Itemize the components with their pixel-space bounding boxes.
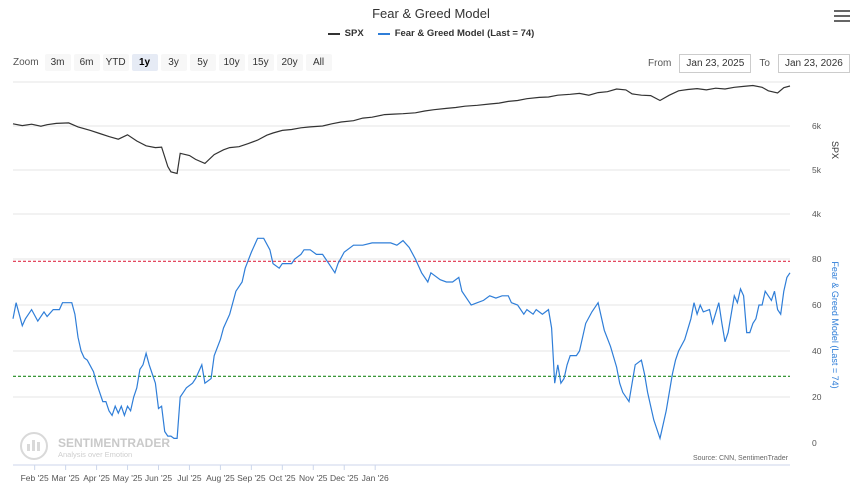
fg-axis-ticks: 0 20 40 60 80 (812, 254, 822, 448)
fear-greed-series-line (12, 237, 791, 441)
fg-axis-title: Fear & Greed Model (Last = 74) (830, 261, 840, 388)
zoom-button-15y[interactable]: 15y (247, 54, 274, 71)
to-date-input[interactable]: Jan 23, 2026 (777, 54, 850, 73)
x-tick-label: Jan '26 (362, 473, 389, 483)
to-label: To (759, 58, 770, 69)
watermark-name: SENTIMENTRADER (58, 436, 170, 450)
zoom-button-ytd[interactable]: YTD (102, 54, 129, 71)
zoom-button-5y[interactable]: 5y (189, 54, 216, 71)
fg-tick-label: 0 (812, 438, 817, 448)
watermark-logo-icon (20, 432, 48, 460)
spx-series-line (12, 84, 791, 175)
legend-swatch-spx (327, 32, 340, 35)
fg-tick-label: 60 (812, 300, 822, 310)
zoom-button-6m[interactable]: 6m (73, 54, 100, 71)
from-label: From (648, 58, 672, 69)
x-tick-label: Aug '25 (206, 473, 235, 483)
chart-title: Fear & Greed Model (372, 6, 490, 21)
x-tick-label: Nov '25 (299, 473, 328, 483)
watermark: SENTIMENTRADER Analysis over Emotion (20, 432, 170, 460)
x-axis-ticks: Feb '25 Mar '25 Apr '25 May '25 Jun '25 Jul '… (21, 465, 389, 483)
fg-gridlines (13, 258, 790, 398)
zoom-button-10y[interactable]: 10y (218, 54, 245, 71)
fg-tick-label: 80 (812, 254, 822, 264)
x-tick-label: Jul '25 (177, 473, 202, 483)
spx-axis-title: SPX (830, 141, 840, 159)
x-tick-label: Apr '25 (83, 473, 110, 483)
fg-tick-label: 40 (812, 346, 822, 356)
x-tick-label: Oct '25 (269, 473, 296, 483)
spx-gridlines (13, 81, 790, 215)
date-range: From Jan 23, 2025 To Jan 23, 2026 (648, 54, 858, 73)
zoom-button-1y[interactable]: 1y (131, 54, 158, 71)
fg-tick-label: 20 (812, 392, 822, 402)
spx-axis-ticks: 4k 5k 6k (812, 121, 822, 219)
from-date-input[interactable]: Jan 23, 2025 (679, 54, 752, 73)
zoom-button-3m[interactable]: 3m (44, 54, 71, 71)
x-tick-label: Dec '25 (330, 473, 359, 483)
spx-tick-label: 4k (812, 209, 822, 219)
legend-swatch-fear-greed (377, 32, 390, 35)
x-tick-label: Feb '25 (21, 473, 49, 483)
zoom-button-20y[interactable]: 20y (276, 54, 303, 71)
zoom-button-3y[interactable]: 3y (160, 54, 187, 71)
legend-item-spx[interactable]: SPX (327, 28, 364, 39)
spx-tick-label: 5k (812, 165, 822, 175)
x-tick-label: Sep '25 (237, 473, 266, 483)
legend-label-fear-greed: Fear & Greed Model (Last = 74) (394, 28, 535, 39)
x-tick-label: May '25 (113, 473, 143, 483)
spx-tick-label: 6k (812, 121, 822, 131)
zoom-button-all[interactable]: All (305, 54, 332, 71)
legend-item-fear-greed[interactable]: Fear & Greed Model (Last = 74) (377, 28, 535, 39)
zoom-range-selector: Zoom 3m 6m YTD 1y 3y 5y 10y 15y 20y All (13, 54, 335, 71)
x-tick-label: Jun '25 (145, 473, 172, 483)
chart-credit: Source: CNN, SentimenTrader (693, 455, 789, 462)
legend-label-spx: SPX (344, 28, 364, 39)
watermark-tagline: Analysis over Emotion (58, 450, 132, 459)
hamburger-menu-icon[interactable] (834, 10, 850, 24)
zoom-label: Zoom (13, 57, 39, 68)
x-tick-label: Mar '25 (52, 473, 80, 483)
legend: SPX Fear & Greed Model (Last = 74) (0, 28, 862, 39)
